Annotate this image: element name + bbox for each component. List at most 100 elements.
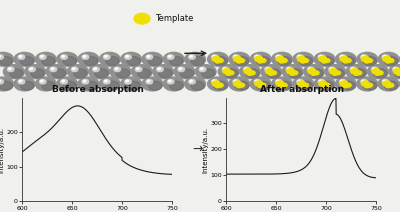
Circle shape xyxy=(158,68,160,70)
Circle shape xyxy=(298,56,305,61)
Circle shape xyxy=(300,85,305,88)
Circle shape xyxy=(324,59,330,63)
Circle shape xyxy=(36,52,56,66)
Circle shape xyxy=(281,83,287,87)
Circle shape xyxy=(322,85,326,88)
Circle shape xyxy=(343,85,348,88)
Circle shape xyxy=(229,52,250,66)
Circle shape xyxy=(299,81,313,90)
Circle shape xyxy=(84,81,98,90)
Circle shape xyxy=(212,81,220,86)
Circle shape xyxy=(62,56,64,57)
Circle shape xyxy=(121,52,142,66)
Circle shape xyxy=(229,77,250,91)
Circle shape xyxy=(255,56,263,61)
Circle shape xyxy=(250,77,271,91)
Circle shape xyxy=(214,81,227,90)
Circle shape xyxy=(0,80,4,84)
Circle shape xyxy=(332,72,337,75)
Circle shape xyxy=(393,69,400,74)
Circle shape xyxy=(256,80,258,82)
Circle shape xyxy=(127,57,140,66)
Circle shape xyxy=(239,83,244,87)
Circle shape xyxy=(350,67,357,72)
Circle shape xyxy=(254,80,261,84)
Circle shape xyxy=(377,71,383,75)
Circle shape xyxy=(272,52,292,66)
Circle shape xyxy=(373,68,375,70)
Circle shape xyxy=(41,56,43,57)
Circle shape xyxy=(282,65,303,79)
Circle shape xyxy=(382,55,389,59)
Circle shape xyxy=(367,83,372,87)
Circle shape xyxy=(153,65,174,79)
Circle shape xyxy=(297,80,304,84)
Circle shape xyxy=(190,56,192,57)
Circle shape xyxy=(51,68,54,70)
Circle shape xyxy=(200,68,203,70)
Circle shape xyxy=(340,56,348,61)
Circle shape xyxy=(223,69,231,74)
Text: Before absorption: Before absorption xyxy=(52,85,144,94)
Circle shape xyxy=(292,71,298,75)
Circle shape xyxy=(352,69,366,78)
Circle shape xyxy=(189,55,195,59)
Circle shape xyxy=(384,57,398,66)
Circle shape xyxy=(236,85,241,88)
Circle shape xyxy=(50,67,57,72)
Circle shape xyxy=(288,69,302,78)
Circle shape xyxy=(19,56,22,57)
Circle shape xyxy=(279,60,284,63)
Circle shape xyxy=(356,71,362,75)
Circle shape xyxy=(62,80,64,82)
Circle shape xyxy=(10,69,23,78)
Circle shape xyxy=(78,77,99,91)
Circle shape xyxy=(277,56,279,57)
Circle shape xyxy=(127,81,140,90)
Circle shape xyxy=(368,65,388,79)
Circle shape xyxy=(147,56,150,57)
Circle shape xyxy=(329,67,336,72)
Circle shape xyxy=(244,69,252,74)
Circle shape xyxy=(235,81,249,90)
Circle shape xyxy=(362,81,369,86)
Circle shape xyxy=(320,57,334,66)
Circle shape xyxy=(382,80,389,84)
Circle shape xyxy=(18,55,25,59)
Circle shape xyxy=(336,77,356,91)
Circle shape xyxy=(142,52,163,66)
Circle shape xyxy=(314,77,335,91)
Circle shape xyxy=(331,69,344,78)
Circle shape xyxy=(224,69,238,78)
Circle shape xyxy=(256,56,258,57)
Circle shape xyxy=(255,81,263,86)
Circle shape xyxy=(233,55,240,59)
Circle shape xyxy=(234,56,242,61)
Circle shape xyxy=(393,67,399,72)
Circle shape xyxy=(126,56,128,57)
Circle shape xyxy=(78,52,99,66)
Circle shape xyxy=(138,69,151,78)
Circle shape xyxy=(256,81,270,90)
Circle shape xyxy=(0,81,12,90)
Circle shape xyxy=(29,67,35,72)
Circle shape xyxy=(357,52,378,66)
Circle shape xyxy=(31,69,44,78)
Circle shape xyxy=(336,52,356,66)
Circle shape xyxy=(57,52,78,66)
Circle shape xyxy=(314,52,335,66)
Circle shape xyxy=(178,67,184,72)
Circle shape xyxy=(82,80,89,84)
Circle shape xyxy=(298,81,305,86)
Circle shape xyxy=(395,69,400,78)
Circle shape xyxy=(0,52,14,66)
Circle shape xyxy=(20,81,34,90)
Circle shape xyxy=(195,65,216,79)
Circle shape xyxy=(342,57,355,66)
Y-axis label: Intensity/a.u.: Intensity/a.u. xyxy=(203,126,209,173)
Circle shape xyxy=(361,55,368,59)
Circle shape xyxy=(125,80,131,84)
Circle shape xyxy=(202,69,215,78)
Circle shape xyxy=(254,55,261,59)
Circle shape xyxy=(309,68,311,70)
